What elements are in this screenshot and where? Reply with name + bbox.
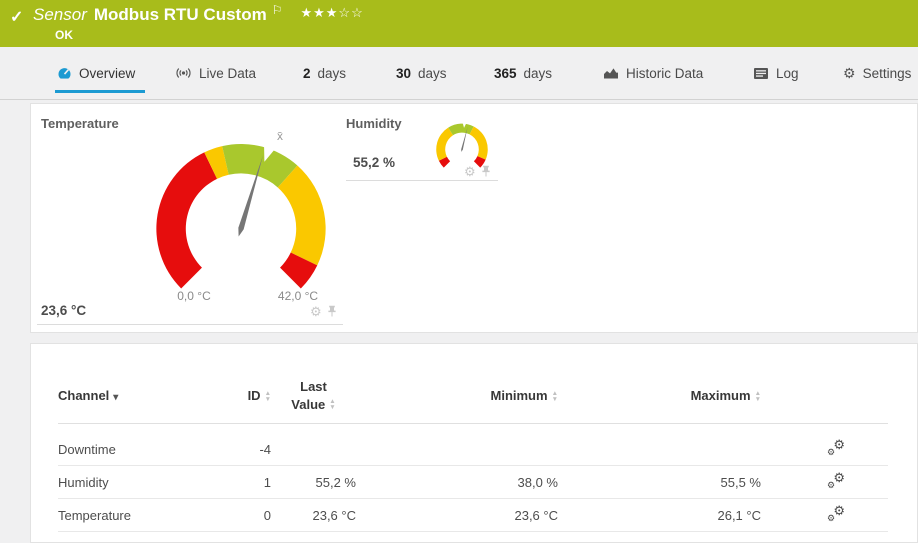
- tab-settings[interactable]: ⚙ Settings: [843, 47, 911, 99]
- column-header-minimum[interactable]: Minimum ▲ ▼: [490, 388, 559, 403]
- column-header-maximum[interactable]: Maximum ▲ ▼: [690, 388, 761, 403]
- gauges-panel: Temperature x̄ 0,0 °C 42,0 °C 23,6 °C ⚙ …: [30, 103, 918, 333]
- priority-stars[interactable]: ★★★☆☆: [300, 5, 364, 20]
- channel-last-value: 55,2 %: [315, 474, 356, 490]
- tab-label: days: [523, 65, 553, 81]
- status-badge: OK: [55, 28, 73, 42]
- channel-settings-icon[interactable]: ⚙ ⚙: [827, 436, 845, 457]
- sort-icon: ▲ ▼: [329, 398, 336, 412]
- temperature-tile-title: Temperature: [41, 116, 119, 131]
- tab-label: Settings: [862, 65, 912, 81]
- log-icon: [754, 67, 768, 79]
- channel-maximum: 55,5 %: [720, 474, 761, 490]
- channel-table-panel: Channel ▾ ID ▲ ▼ Last Value ▲ ▼ Minimum ▲ ▼ Max…: [30, 343, 918, 543]
- channel-settings-icon[interactable]: ⚙ ⚙: [827, 469, 845, 490]
- table-row[interactable]: Humidity 1 55,2 % 38,0 % 55,5 % ⚙ ⚙: [58, 466, 888, 499]
- channel-minimum: 38,0 %: [517, 474, 558, 490]
- channel-table-body: Downtime -4 ⚙ ⚙ Humidity 1 55,2 % 38,0 % 55,5 % ⚙…: [58, 433, 888, 532]
- average-marker-label: x̄: [277, 132, 283, 143]
- broadcast-icon: [176, 68, 191, 78]
- humidity-gauge[interactable]: [434, 120, 490, 176]
- tab-365-days[interactable]: 365 days: [494, 47, 552, 99]
- pin-icon[interactable]: [480, 165, 492, 178]
- temperature-last-value: 23,6 °C: [41, 303, 87, 318]
- channel-maximum: 26,1 °C: [717, 507, 761, 523]
- channel-id: -4: [259, 441, 271, 457]
- channel-name: Temperature: [58, 507, 131, 523]
- humidity-tile-title: Humidity: [346, 116, 402, 131]
- tab-log[interactable]: Log: [753, 47, 799, 99]
- humidity-last-value: 55,2 %: [353, 155, 396, 170]
- channel-minimum: 23,6 °C: [514, 507, 558, 523]
- column-header-last-value[interactable]: Last Value ▲ ▼: [291, 378, 336, 412]
- tab-historic-data[interactable]: Historic Data: [603, 47, 703, 99]
- tab-number: 365: [494, 65, 517, 81]
- tab-2-days[interactable]: 2 days: [303, 47, 346, 99]
- gear-icon: ⚙: [843, 65, 856, 81]
- tab-overview[interactable]: Overview: [54, 47, 146, 99]
- column-header-id[interactable]: ID ▲ ▼: [247, 388, 271, 403]
- tab-label: Historic Data: [626, 65, 704, 81]
- channel-last-value: 23,6 °C: [312, 507, 356, 523]
- tile-divider: [37, 324, 343, 325]
- channel-name: Downtime: [58, 441, 116, 457]
- gauge-icon: [57, 67, 72, 81]
- average-marker-notch: [462, 122, 467, 128]
- table-row[interactable]: Downtime -4 ⚙ ⚙: [58, 433, 888, 466]
- gauge-settings-icon[interactable]: ⚙: [310, 304, 322, 319]
- tab-label: Live Data: [199, 65, 257, 81]
- channel-id: 1: [263, 474, 271, 490]
- tab-label: Log: [776, 65, 799, 81]
- channel-table-header: Channel ▾ ID ▲ ▼ Last Value ▲ ▼ Minimum ▲ ▼ Max…: [58, 376, 888, 424]
- average-marker-notch: [264, 144, 276, 162]
- temperature-tile-icons: ⚙: [310, 305, 338, 318]
- pin-icon[interactable]: [326, 305, 338, 318]
- table-row[interactable]: Temperature 0 23,6 °C 23,6 °C 26,1 °C ⚙ ⚙: [58, 499, 888, 532]
- gauge-needle: [461, 126, 468, 152]
- sort-icon: ▲ ▼: [551, 389, 558, 403]
- tab-label: days: [317, 65, 347, 81]
- gauge-needle: [238, 155, 263, 237]
- gauge-max-label: 42,0 °C: [277, 289, 319, 303]
- column-header-channel[interactable]: Channel ▾: [58, 388, 119, 403]
- sensor-title-line: Sensor Modbus RTU Custom ⚐ ★★★☆☆: [33, 3, 364, 25]
- tab-number: 2: [303, 65, 311, 81]
- channel-name: Humidity: [58, 474, 109, 490]
- temperature-gauge[interactable]: x̄: [149, 129, 333, 316]
- sort-icon: ▲ ▼: [754, 389, 761, 403]
- flag-icon[interactable]: ⚐: [271, 3, 283, 17]
- status-check-icon: ✓: [10, 9, 24, 26]
- area-chart-icon: [604, 68, 618, 79]
- sensor-kind-label: Sensor: [33, 5, 87, 24]
- sensor-header: ✓ Sensor Modbus RTU Custom ⚐ ★★★☆☆ OK: [0, 0, 918, 47]
- tab-label: Overview: [79, 65, 136, 81]
- sort-desc-icon: ▾: [113, 392, 119, 403]
- gauge-min-label: 0,0 °C: [177, 289, 211, 303]
- humidity-tile-icons: ⚙: [464, 165, 492, 178]
- channel-settings-icon[interactable]: ⚙ ⚙: [827, 502, 845, 523]
- tab-number: 30: [396, 65, 412, 81]
- tab-label: days: [418, 65, 447, 81]
- gauge-settings-icon[interactable]: ⚙: [464, 164, 476, 179]
- tab-live-data[interactable]: Live Data: [175, 47, 256, 99]
- tab-bar: Overview Live Data 2 days 30 days 365 da…: [0, 47, 918, 100]
- tile-divider: [346, 180, 498, 181]
- sort-icon: ▲ ▼: [264, 389, 271, 403]
- tab-30-days[interactable]: 30 days: [396, 47, 447, 99]
- channel-id: 0: [263, 507, 271, 523]
- page-title: Modbus RTU Custom: [93, 5, 267, 24]
